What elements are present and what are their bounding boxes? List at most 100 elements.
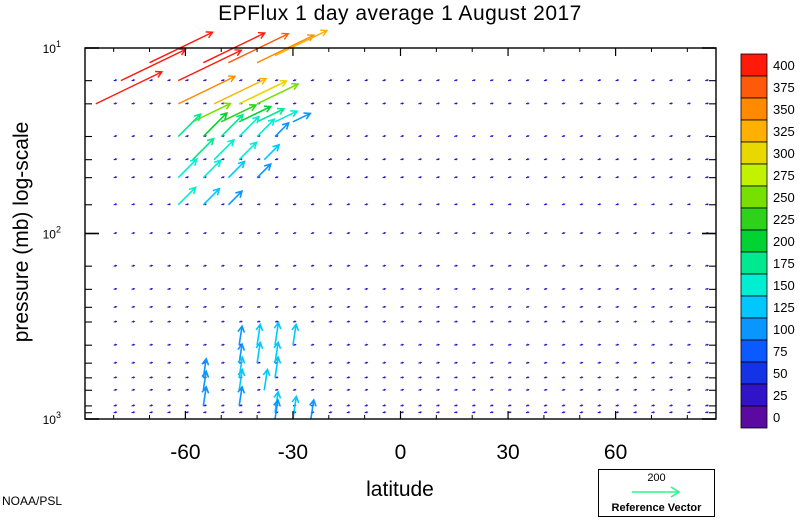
flux-vector (382, 320, 387, 323)
flux-vector (705, 388, 709, 391)
flux-vector (507, 343, 512, 346)
flux-vector (597, 305, 602, 309)
flux-vector (597, 404, 602, 407)
flux-vector (669, 376, 674, 379)
flux-vector (131, 404, 136, 407)
flux-vector (669, 404, 674, 407)
flux-vector (633, 79, 638, 82)
flux-vector (490, 404, 494, 407)
flux-vector (364, 388, 369, 391)
colorbar-label: 50 (773, 366, 787, 381)
flux-vector (597, 287, 602, 291)
flux-vector (400, 176, 405, 179)
colorbar-swatch (740, 141, 768, 165)
flux-vector (687, 176, 692, 179)
flux-vector (669, 231, 674, 235)
flux-vector (561, 361, 566, 364)
flux-vector (113, 176, 118, 179)
flux-vector (202, 159, 222, 179)
flux-vector (201, 385, 210, 407)
flux-vector (95, 70, 164, 105)
flux-vector (418, 231, 423, 235)
flux-vector (543, 231, 548, 235)
flux-vector (310, 203, 315, 206)
flux-vector (651, 135, 656, 138)
flux-vector (239, 203, 243, 206)
flux-vector (113, 376, 118, 379)
flux-vector (185, 404, 190, 407)
flux-vector (167, 343, 172, 346)
flux-vector (436, 158, 441, 161)
flux-vector (274, 102, 279, 105)
flux-vector (131, 320, 136, 323)
flux-vector (472, 158, 476, 161)
flux-vector (167, 158, 172, 161)
flux-vector (705, 287, 709, 291)
flux-vector (597, 361, 602, 364)
flux-vector (561, 176, 566, 179)
flux-vector (472, 203, 476, 206)
flux-vector (669, 203, 674, 206)
flux-vector (131, 388, 136, 391)
flux-vector (221, 231, 225, 235)
flux-vector (149, 231, 154, 235)
flux-vector (454, 320, 458, 323)
flux-vector (400, 264, 405, 267)
flux-vector (167, 231, 172, 235)
flux-vector (221, 411, 225, 414)
flux-vector (687, 343, 692, 346)
flux-vector (597, 376, 602, 379)
flux-vector (436, 376, 441, 379)
flux-vector (346, 264, 351, 267)
flux-vector (149, 287, 154, 291)
flux-vector (615, 135, 620, 138)
flux-vector (328, 158, 333, 161)
flux-vector (227, 189, 244, 206)
flux-vector (382, 376, 387, 379)
flux-vector (328, 411, 333, 414)
flux-vector (472, 102, 476, 105)
flux-vector (705, 264, 709, 267)
flux-vector (525, 203, 530, 206)
flux-vector (579, 176, 584, 179)
flux-vector (705, 79, 709, 82)
flux-vector (633, 388, 638, 391)
flux-vector (382, 287, 387, 291)
flux-vector (597, 231, 602, 235)
flux-vector (328, 176, 333, 179)
flux-vector (687, 203, 692, 206)
flux-vector (149, 31, 214, 64)
flux-vector (185, 264, 190, 267)
flux-vector (346, 361, 351, 364)
flux-vector (597, 343, 602, 346)
flux-vector (615, 361, 620, 364)
flux-vector (687, 79, 692, 82)
flux-vector (525, 79, 530, 82)
flux-vector (203, 343, 208, 346)
flux-vector (382, 388, 387, 391)
y-axis-label: pressure (mb) log-scale (10, 121, 33, 343)
colorbar-swatch (740, 229, 768, 253)
flux-vector (651, 264, 656, 267)
flux-vector (418, 388, 423, 391)
flux-vector (472, 404, 476, 407)
flux-vector (328, 404, 333, 407)
flux-vector (364, 203, 369, 206)
flux-vector (507, 320, 512, 323)
flux-vector (418, 287, 423, 291)
colorbar-swatch (740, 361, 768, 385)
flux-vector (239, 231, 243, 235)
flux-vector (221, 376, 225, 379)
flux-vector (256, 231, 261, 235)
flux-vector (651, 305, 656, 309)
flux-vector (213, 138, 236, 161)
x-tick-label: 30 (496, 441, 519, 464)
flux-vector (364, 343, 369, 346)
colorbar-label: 350 (773, 102, 795, 117)
flux-vector (213, 77, 268, 105)
flux-vector (418, 376, 423, 379)
flux-vector (167, 176, 172, 179)
flux-vector (490, 176, 494, 179)
flux-vector (292, 176, 297, 179)
flux-vector (382, 102, 387, 105)
